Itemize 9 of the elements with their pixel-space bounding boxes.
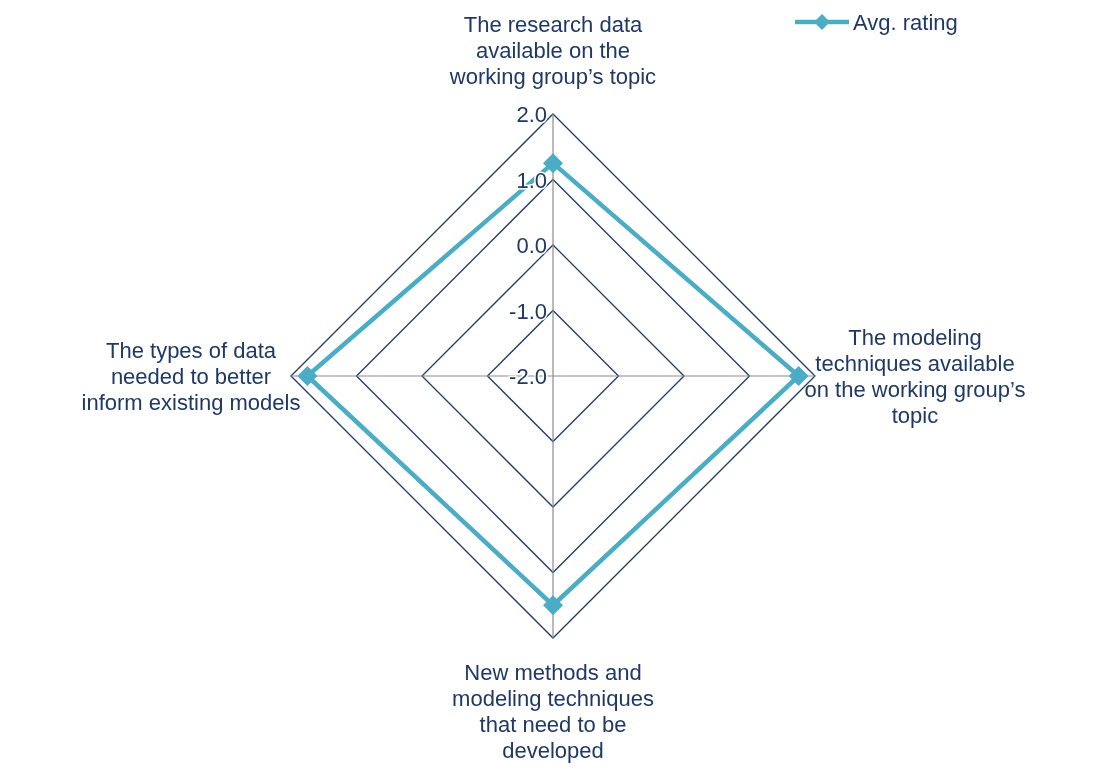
spoke-label: The modeling techniques available on the working group’s topic bbox=[804, 325, 1026, 428]
y-tick-label: -2.0 bbox=[509, 364, 547, 389]
spoke-label: The research data available on the working group’s topic bbox=[448, 12, 657, 89]
y-tick-label: 2.0 bbox=[516, 102, 547, 127]
legend-label: Avg. rating bbox=[853, 10, 958, 35]
y-tick-label: 0.0 bbox=[516, 233, 547, 258]
spoke-label: The types of data needed to better inform existing models bbox=[81, 338, 301, 415]
y-tick-label: -1.0 bbox=[509, 298, 547, 324]
spoke-label: New methods and modeling techniques that need to be developed bbox=[452, 660, 654, 763]
